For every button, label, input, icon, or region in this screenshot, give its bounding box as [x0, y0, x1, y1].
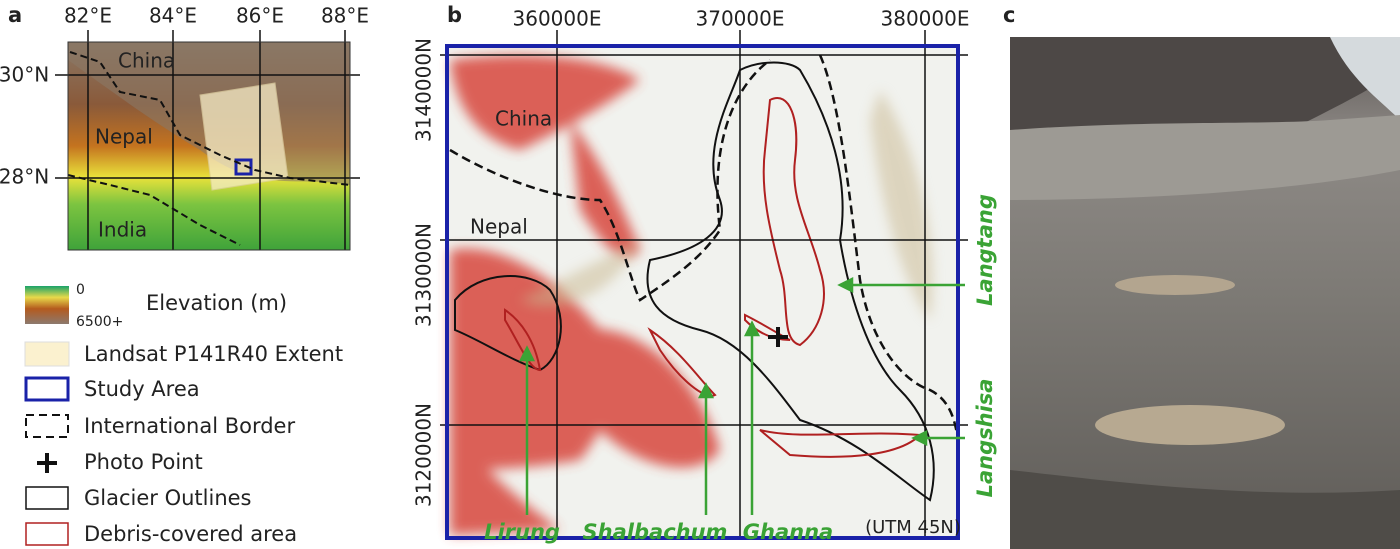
projection-label: (UTM 45N) — [865, 517, 961, 538]
legend: 0 6500+ Elevation (m) Landsat P141R40 Ex… — [24, 282, 343, 546]
lat-tick-label: 28°N — [0, 165, 49, 189]
legend-text: Debris-covered area — [84, 522, 297, 546]
easting-tick-label: 380000E — [881, 7, 970, 31]
region-label: Nepal — [95, 125, 153, 149]
lon-tick-label: 86°E — [236, 4, 284, 28]
region-label: India — [98, 218, 147, 242]
northing-tick-label: 3140000N — [412, 38, 436, 142]
legend-text: Study Area — [84, 377, 200, 401]
legend-text: International Border — [84, 414, 295, 438]
legend-min: 0 — [76, 282, 85, 298]
northing-tick-label: 3120000N — [412, 403, 436, 507]
satellite-map — [440, 30, 968, 540]
glacier-label: Lirung — [484, 520, 560, 544]
lon-tick-label: 88°E — [321, 4, 369, 28]
photo — [1010, 37, 1400, 549]
legend-title: Elevation (m) — [146, 291, 287, 315]
glacier-label: Langshisa — [973, 379, 997, 498]
easting-tick-label: 370000E — [696, 7, 785, 31]
glacier-label: Langtang — [973, 194, 997, 306]
panel-label: c — [1003, 3, 1015, 27]
lat-tick-label: 30°N — [0, 63, 49, 87]
northing-tick-label: 3130000N — [412, 223, 436, 327]
lon-tick-label: 82°E — [64, 4, 112, 28]
glacier-label: Ghanna — [743, 520, 833, 544]
region-label: China — [118, 49, 175, 73]
legend-max: 6500+ — [76, 314, 123, 330]
easting-tick-label: 360000E — [513, 7, 602, 31]
legend-text: Glacier Outlines — [84, 486, 252, 510]
lon-tick-label: 84°E — [149, 4, 197, 28]
panel-label: b — [447, 3, 462, 27]
panel-label: a — [8, 3, 22, 27]
overview-map — [55, 30, 360, 251]
glacier-label: Shalbachum — [583, 520, 728, 544]
legend-text: Photo Point — [84, 450, 203, 474]
region-label: Nepal — [470, 215, 528, 239]
legend-text: Landsat P141R40 Extent — [84, 342, 343, 366]
region-label: China — [495, 107, 552, 131]
